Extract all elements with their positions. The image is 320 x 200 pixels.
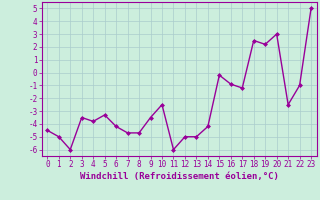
X-axis label: Windchill (Refroidissement éolien,°C): Windchill (Refroidissement éolien,°C) <box>80 172 279 181</box>
